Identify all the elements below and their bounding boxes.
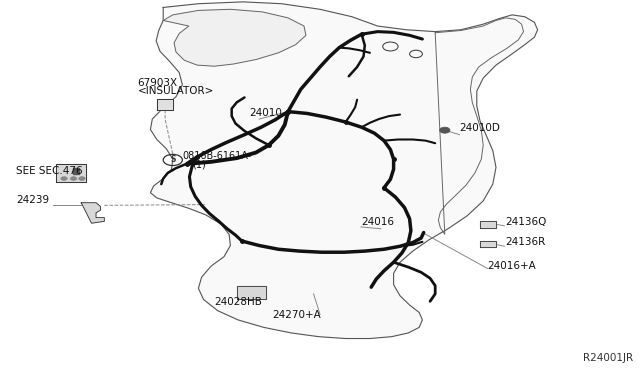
Text: 24010: 24010 <box>250 108 282 118</box>
Polygon shape <box>56 164 86 182</box>
Polygon shape <box>480 221 496 228</box>
Text: 24028HB: 24028HB <box>214 297 262 307</box>
Polygon shape <box>157 99 173 110</box>
Polygon shape <box>163 9 306 66</box>
Text: 24016+A: 24016+A <box>488 260 536 270</box>
Polygon shape <box>237 286 266 299</box>
Text: 0816B-6161A-: 0816B-6161A- <box>182 151 252 161</box>
Text: (1): (1) <box>192 159 205 169</box>
Circle shape <box>79 177 85 180</box>
Polygon shape <box>150 2 538 339</box>
Text: 24136R: 24136R <box>505 237 545 247</box>
Polygon shape <box>81 203 104 223</box>
Text: 24270+A: 24270+A <box>272 310 321 320</box>
Circle shape <box>440 127 450 133</box>
Text: <INSULATOR>: <INSULATOR> <box>138 86 214 96</box>
Text: 24016: 24016 <box>362 217 395 227</box>
Circle shape <box>70 177 77 180</box>
Text: SEE SEC.476: SEE SEC.476 <box>16 166 83 176</box>
Text: 67903X: 67903X <box>138 77 178 87</box>
Text: 24136Q: 24136Q <box>505 217 547 227</box>
Text: 24010D: 24010D <box>460 123 500 133</box>
Polygon shape <box>480 241 496 247</box>
Text: R24001JR: R24001JR <box>584 353 634 363</box>
Circle shape <box>61 177 67 180</box>
Text: 24239: 24239 <box>16 195 49 205</box>
Text: S: S <box>170 155 175 164</box>
